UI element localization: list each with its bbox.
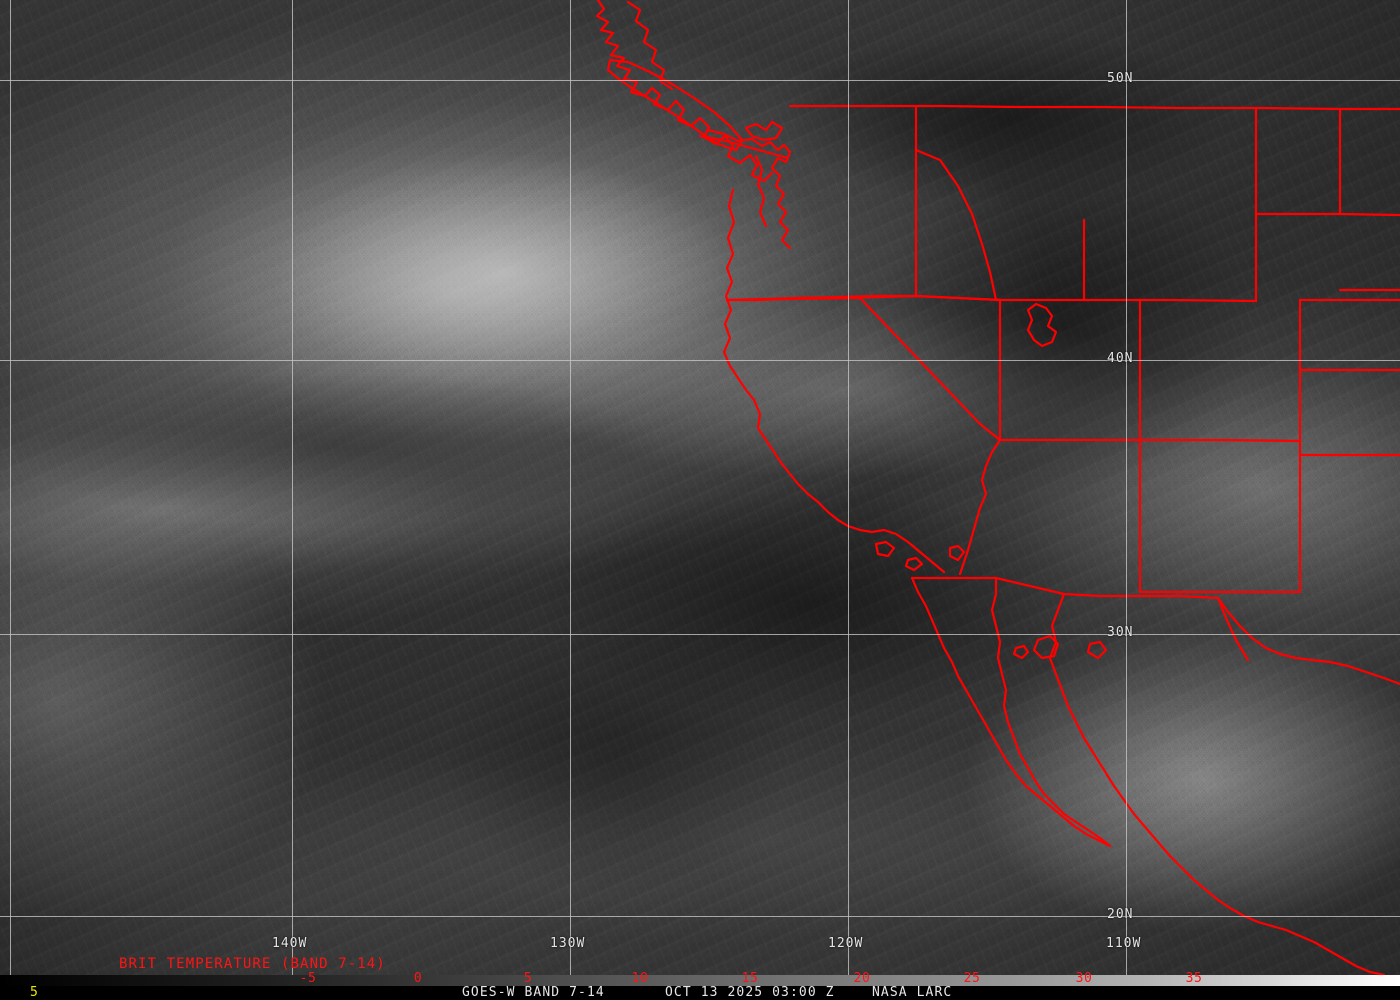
map-boundary-overlay: [595, 0, 1400, 975]
colorbar-tick-0: 0: [413, 971, 423, 986]
timestamp-label: OCT 13 2025 03:00 Z: [665, 985, 835, 1000]
colorbar-tick-25: 25: [963, 971, 981, 986]
colorbar-tick-30: 30: [1075, 971, 1093, 986]
mexico-state-border: [1216, 596, 1250, 662]
product-caption: BRIT TEMPERATURE (BAND 7-14): [119, 956, 386, 972]
santa-catalina: [948, 544, 966, 562]
channel-islands: [874, 540, 896, 558]
strait-juan-de-fuca: [698, 134, 790, 160]
san-juan-islands: [744, 120, 784, 142]
satellite-band-label: GOES-W BAND 7-14: [462, 985, 605, 1000]
colorbar-tick--5: -5: [299, 971, 317, 986]
colorbar-tick-35: 35: [1185, 971, 1203, 986]
canada-us-border: [788, 104, 1400, 111]
california-coastline: [752, 398, 946, 574]
gulf-island-small-2: [1086, 640, 1108, 660]
montana-wyoming-border: [994, 298, 1258, 303]
haida-gwaii-coastline: [626, 0, 674, 91]
bc-coastline: [595, 0, 774, 183]
brightness-temperature-colorbar[interactable]: -5 0 5 10 15 20 25 30 35: [0, 971, 1400, 986]
hood-canal: [754, 154, 768, 228]
gulf-islands-tiburon: [1032, 634, 1060, 660]
baja-california-east-coast: [990, 576, 1112, 848]
great-salt-lake: [1026, 302, 1058, 348]
us-mexico-border-new-mexico: [1138, 594, 1400, 686]
us-mexico-border-arizona: [994, 576, 1142, 598]
north-dakota-south-dakota-border: [1254, 212, 1400, 217]
gulf-island-small: [1012, 644, 1030, 660]
clear-sky-dark-regions: [0, 0, 1400, 975]
cloud-streak-texture: [0, 0, 1400, 975]
idaho-montana-border: [914, 148, 998, 302]
infrared-imagery-base: [0, 0, 1400, 975]
sensor-noise-texture: [0, 0, 1400, 975]
mexico-mainland-gulf-coast: [1048, 592, 1386, 975]
puget-sound-coastline: [706, 128, 792, 250]
colorbar-tick-10: 10: [631, 971, 649, 986]
colorado-south-border: [1138, 438, 1302, 443]
data-source-label: NASA LARC: [872, 985, 953, 1000]
california-nevada-border: [858, 296, 1002, 442]
washington-oregon-coast: [722, 188, 756, 402]
channel-island-2: [904, 556, 924, 572]
baja-california-west-coast: [910, 576, 1112, 848]
oregon-california-border: [725, 296, 862, 302]
colorbar-tick-15: 15: [741, 971, 759, 986]
frame-number[interactable]: 5: [30, 985, 39, 1000]
colorbar-gradient: [0, 975, 1400, 986]
image-vignette: [0, 0, 1400, 975]
colorbar-tick-5: 5: [523, 971, 533, 986]
california-arizona-border: [958, 438, 1002, 576]
colorbar-tick-20: 20: [853, 971, 871, 986]
status-bar: 5 GOES-W BAND 7-14 OCT 13 2025 03:00 Z N…: [0, 986, 1400, 1000]
satellite-image-panel[interactable]: 50N 40N 30N 20N 140W 130W 120W 110W BRIT…: [0, 0, 1400, 975]
